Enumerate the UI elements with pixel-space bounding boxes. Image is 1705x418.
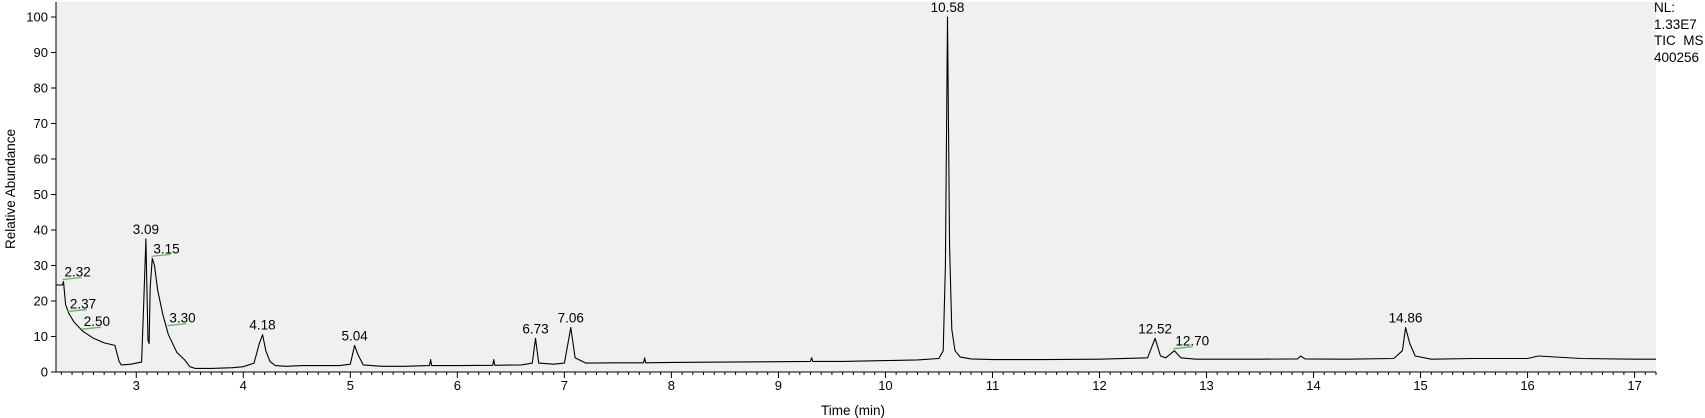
peak-label-4.18: 4.18 [249, 318, 275, 333]
baseline-mark-2.32 [62, 276, 82, 281]
baseline-mark-2.37 [67, 308, 87, 313]
peak-label-3.30: 3.30 [169, 311, 195, 326]
y-tick-label-40: 40 [34, 223, 48, 238]
y-tick-label-70: 70 [34, 116, 48, 131]
scan-info-panel: NL: 1.33E7 TIC MS 400256 [1654, 0, 1704, 66]
x-axis-title: Time (min) [821, 403, 885, 418]
y-axis-title: Relative Abundance [3, 129, 18, 249]
peak-label-3.15: 3.15 [153, 241, 179, 256]
peak-label-12.52: 12.52 [1138, 321, 1172, 336]
x-tick-label-17: 17 [1627, 378, 1641, 393]
tic-trace-line-0 [56, 16, 1656, 369]
baseline-mark-layer [62, 253, 1193, 350]
trace-layer [56, 16, 1656, 369]
x-tick-label-4: 4 [240, 378, 247, 393]
peak-label-2.32: 2.32 [64, 264, 90, 279]
x-tick-label-16: 16 [1520, 378, 1534, 393]
peak-label-14.86: 14.86 [1389, 311, 1423, 326]
baseline-mark-3.15 [151, 253, 171, 258]
sample-id: 400256 [1654, 49, 1700, 65]
y-tick-label-20: 20 [34, 294, 48, 309]
x-tick-label-5: 5 [347, 378, 354, 393]
peak-label-7.06: 7.06 [558, 311, 584, 326]
baseline-mark-12.7 [1173, 346, 1193, 350]
y-tick-label-10: 10 [34, 329, 48, 344]
x-tick-label-11: 11 [986, 378, 1000, 393]
y-tick-label-50: 50 [34, 187, 48, 202]
baseline-mark-3.3 [167, 322, 187, 327]
y-tick-label-100: 100 [26, 10, 48, 25]
y-tick-label-30: 30 [34, 258, 48, 273]
y-tick-label-80: 80 [34, 81, 48, 96]
baseline-mark-2.5 [81, 326, 101, 330]
plot-area [56, 2, 1656, 372]
y-tick-label-60: 60 [34, 152, 48, 167]
trace-type: TIC MS [1654, 33, 1704, 48]
x-tick-label-8: 8 [668, 378, 675, 393]
peak-label-6.73: 6.73 [522, 321, 548, 336]
peak-label-2.50: 2.50 [84, 314, 110, 329]
peak-label-5.04: 5.04 [341, 328, 368, 343]
peak-label-12.70: 12.70 [1175, 334, 1209, 349]
y-tick-label-0: 0 [41, 365, 48, 380]
y-tick-layer: 0 10 20 30 40 50 60 70 80 90 100 [26, 10, 56, 380]
peak-label-2.37: 2.37 [70, 296, 96, 311]
x-tick-label-3: 3 [133, 378, 140, 393]
x-tick-label-7: 7 [561, 378, 568, 393]
x-tick-label-12: 12 [1092, 378, 1106, 393]
peak-label-3.09: 3.09 [133, 222, 159, 237]
x-tick-label-10: 10 [878, 378, 892, 393]
x-tick-label-15: 15 [1413, 378, 1427, 393]
nl-label: NL: [1654, 0, 1676, 15]
x-tick-layer: 3 4 5 6 7 8 9 10 11 12 13 14 15 16 17 [60, 372, 1657, 393]
nl-value: 1.33E7 [1654, 16, 1697, 32]
y-tick-label-90: 90 [34, 45, 48, 60]
peak-label-layer: 2.32 2.37 2.50 3.09 3.15 3.30 4.18 5.04 6.73 7.06… [64, 0, 1422, 349]
x-tick-label-6: 6 [454, 378, 461, 393]
x-tick-label-9: 9 [775, 378, 782, 393]
x-tick-label-13: 13 [1199, 378, 1213, 393]
peak-label-10.58: 10.58 [931, 0, 965, 15]
x-tick-label-14: 14 [1306, 378, 1320, 393]
